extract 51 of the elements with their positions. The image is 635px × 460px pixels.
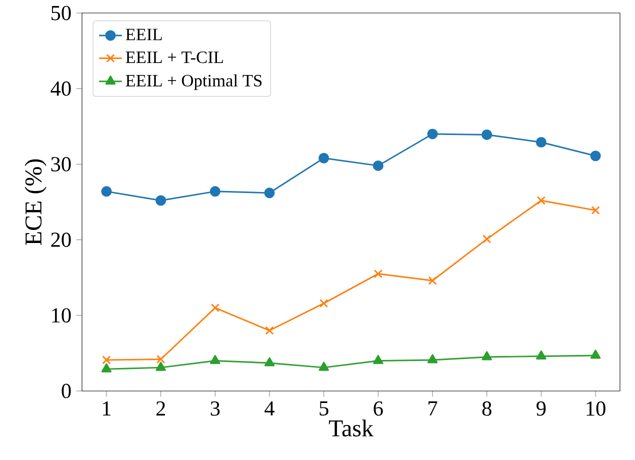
y-tick-label: 0 [62, 384, 71, 398]
point [102, 356, 111, 364]
point [318, 362, 329, 371]
legend-label: EEIL + Optimal TS [126, 74, 262, 90]
x-tick-label: 10 [586, 401, 606, 416]
point [318, 152, 330, 164]
point [590, 150, 601, 162]
point [210, 354, 220, 364]
point [265, 326, 274, 335]
point [373, 354, 384, 364]
point [156, 362, 166, 371]
legend-label: EEIL [126, 28, 162, 40]
x-tick-label: 9 [536, 401, 546, 416]
point [482, 129, 492, 140]
point [101, 363, 112, 372]
point [482, 234, 492, 244]
y-axis-title: ECE (%) [24, 159, 46, 245]
y-tick-label: 30 [51, 157, 71, 172]
point [591, 206, 600, 215]
x-tick-label: 4 [264, 401, 274, 416]
point [374, 269, 382, 278]
y-tick-label: 20 [51, 232, 71, 247]
point [156, 195, 166, 206]
point [590, 350, 601, 359]
x-tick-label: 8 [482, 401, 492, 416]
point [101, 186, 112, 197]
y-tick-label: 10 [52, 308, 71, 323]
point [427, 354, 438, 364]
x-tick-label: 3 [210, 401, 220, 416]
x-tick-label: 7 [428, 401, 438, 416]
point [536, 137, 546, 148]
legend-label: EEIL + T-CIL [126, 52, 223, 64]
point [264, 188, 275, 198]
point [372, 160, 384, 171]
x-tick-label: 5 [320, 401, 328, 416]
point [536, 196, 546, 205]
point [156, 354, 166, 364]
x-tick-label: 6 [374, 401, 383, 416]
point [427, 128, 438, 140]
point [210, 186, 220, 197]
point [210, 304, 220, 312]
y-tick-label: 40 [50, 81, 71, 96]
point [264, 357, 275, 366]
x-tick-label: 2 [156, 401, 165, 416]
x-axis-title: Task [328, 420, 374, 436]
point [482, 351, 492, 360]
x-tick-label: 1 [103, 401, 111, 416]
point [536, 350, 546, 360]
y-tick-label: 50 [52, 6, 71, 20]
point [320, 298, 328, 308]
point [428, 276, 437, 285]
